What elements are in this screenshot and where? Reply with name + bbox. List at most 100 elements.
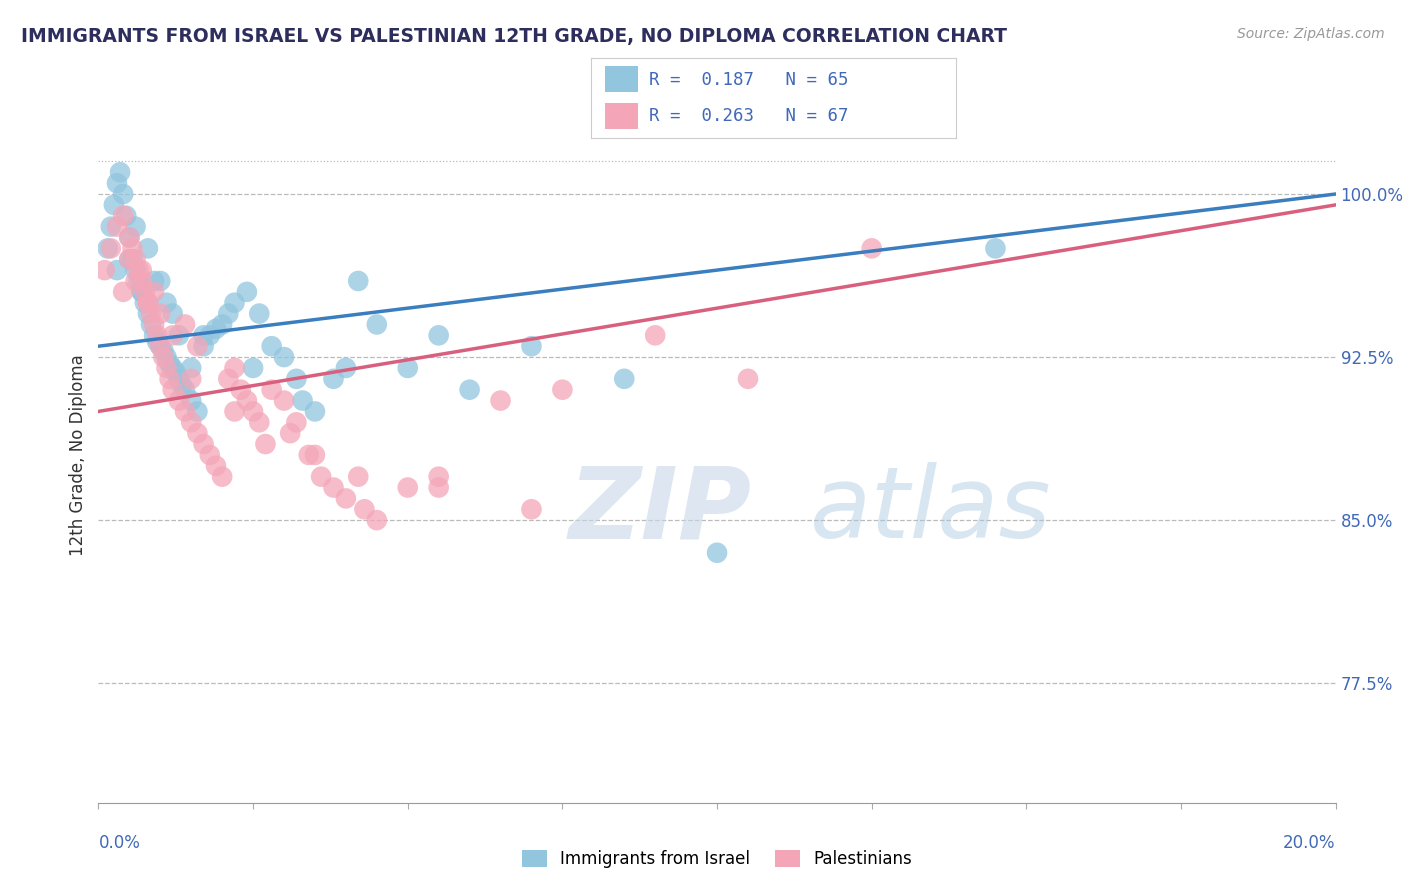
Point bbox=[273, 393, 295, 408]
Point bbox=[551, 383, 574, 397]
Point bbox=[139, 318, 162, 332]
Point bbox=[155, 361, 177, 376]
Point bbox=[224, 295, 246, 310]
Point bbox=[152, 343, 174, 358]
Y-axis label: 12th Grade, No Diploma: 12th Grade, No Diploma bbox=[69, 354, 87, 556]
Point bbox=[254, 437, 277, 451]
Point bbox=[124, 219, 146, 234]
Point bbox=[118, 252, 141, 267]
Point bbox=[143, 328, 166, 343]
Point bbox=[170, 378, 193, 392]
Point bbox=[162, 328, 184, 343]
Point bbox=[211, 469, 233, 483]
Point bbox=[273, 350, 295, 364]
Point bbox=[217, 372, 239, 386]
Point bbox=[118, 230, 141, 244]
Point bbox=[149, 339, 172, 353]
Point bbox=[198, 328, 221, 343]
Point bbox=[124, 263, 146, 277]
Point bbox=[124, 252, 146, 267]
Point bbox=[134, 285, 156, 299]
Point bbox=[229, 383, 252, 397]
Text: R =  0.263   N = 67: R = 0.263 N = 67 bbox=[650, 107, 848, 125]
Point bbox=[224, 361, 246, 376]
Point bbox=[613, 372, 636, 386]
Text: atlas: atlas bbox=[810, 462, 1052, 559]
Point bbox=[427, 469, 450, 483]
Point bbox=[205, 322, 228, 336]
Text: 20.0%: 20.0% bbox=[1284, 834, 1336, 852]
Point bbox=[134, 295, 156, 310]
Point bbox=[285, 372, 308, 386]
Point bbox=[489, 393, 512, 408]
Point bbox=[112, 209, 135, 223]
Text: Source: ZipAtlas.com: Source: ZipAtlas.com bbox=[1237, 27, 1385, 41]
Point bbox=[242, 361, 264, 376]
Point bbox=[217, 307, 239, 321]
Point bbox=[180, 393, 202, 408]
Point bbox=[121, 252, 143, 267]
Text: 0.0%: 0.0% bbox=[98, 834, 141, 852]
Point bbox=[100, 241, 122, 255]
Point bbox=[860, 241, 883, 255]
Point bbox=[105, 219, 128, 234]
Point bbox=[131, 285, 153, 299]
Point bbox=[309, 469, 332, 483]
Point bbox=[366, 318, 388, 332]
Legend: Immigrants from Israel, Palestinians: Immigrants from Israel, Palestinians bbox=[515, 843, 920, 874]
Point bbox=[174, 404, 197, 418]
Point bbox=[291, 393, 314, 408]
Point bbox=[105, 263, 128, 277]
Point bbox=[139, 307, 162, 321]
Point bbox=[353, 502, 375, 516]
Point bbox=[322, 481, 344, 495]
Point bbox=[322, 372, 344, 386]
Point bbox=[118, 252, 141, 267]
Point bbox=[93, 263, 115, 277]
Point bbox=[396, 361, 419, 376]
Point bbox=[335, 361, 357, 376]
Bar bbox=[605, 66, 638, 92]
Point bbox=[146, 328, 169, 343]
Point bbox=[260, 383, 283, 397]
Point bbox=[186, 426, 208, 441]
Point bbox=[278, 426, 301, 441]
Point bbox=[97, 241, 120, 255]
Point bbox=[198, 448, 221, 462]
Point bbox=[242, 404, 264, 418]
Point bbox=[236, 393, 259, 408]
Point bbox=[146, 334, 169, 349]
Point bbox=[131, 285, 153, 299]
Point bbox=[162, 307, 184, 321]
Text: ZIP: ZIP bbox=[568, 462, 752, 559]
Point bbox=[180, 415, 202, 429]
Point bbox=[298, 448, 321, 462]
Point bbox=[260, 339, 283, 353]
Point bbox=[396, 481, 419, 495]
Point bbox=[121, 241, 143, 255]
Point bbox=[118, 230, 141, 244]
Point bbox=[520, 339, 543, 353]
Point bbox=[152, 350, 174, 364]
Point bbox=[247, 415, 270, 429]
Point bbox=[427, 481, 450, 495]
Point bbox=[124, 274, 146, 288]
Point bbox=[180, 361, 202, 376]
Point bbox=[162, 361, 184, 376]
Point bbox=[115, 209, 138, 223]
Point bbox=[136, 295, 159, 310]
Point bbox=[236, 285, 259, 299]
Point bbox=[162, 383, 184, 397]
Point bbox=[174, 318, 197, 332]
Point bbox=[149, 307, 172, 321]
Point bbox=[304, 448, 326, 462]
Point bbox=[112, 187, 135, 202]
Point bbox=[366, 513, 388, 527]
Bar bbox=[605, 103, 638, 128]
Point bbox=[167, 372, 190, 386]
Point bbox=[136, 241, 159, 255]
Point bbox=[193, 328, 215, 343]
Point bbox=[167, 393, 190, 408]
Point bbox=[128, 263, 150, 277]
Point bbox=[159, 372, 181, 386]
